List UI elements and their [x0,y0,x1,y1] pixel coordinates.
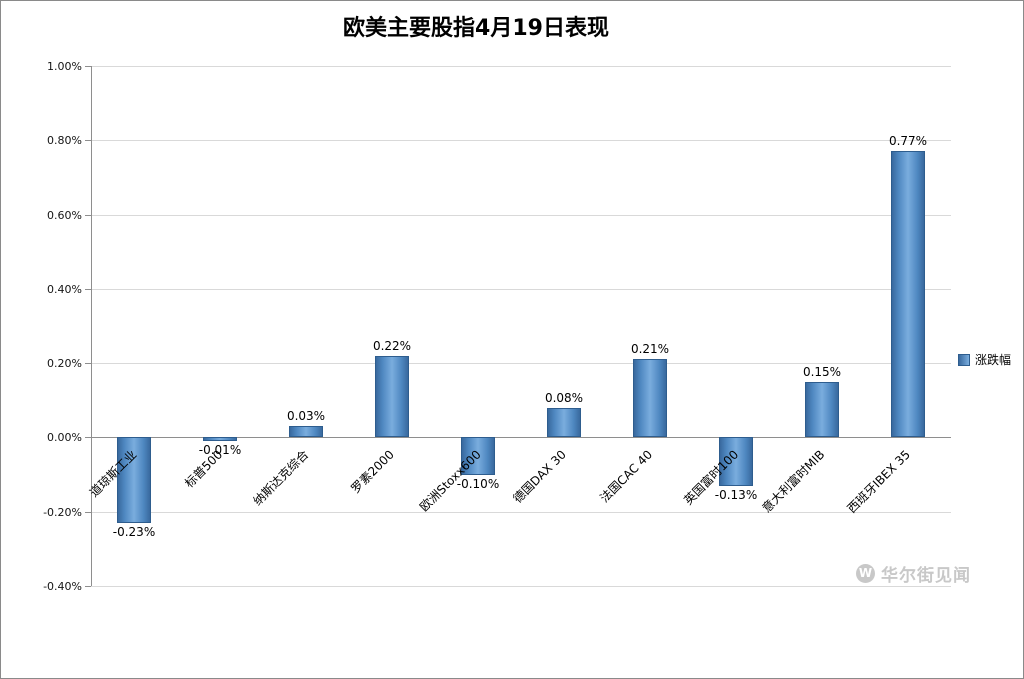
gridline [91,288,951,290]
bar-value-label: 0.21% [630,342,670,357]
y-axis-tick [85,66,91,67]
y-tick-label: 0.40% [47,282,82,296]
gridline [91,66,951,67]
category-label: 纳斯达克综合 [250,447,312,509]
y-axis-line [91,66,92,586]
gridline [91,511,951,513]
bar-value-label: 0.15% [802,364,842,379]
watermark-text: 华尔街见闻 [881,566,971,586]
bar-value-label: 0.77% [888,134,928,149]
bar-value-label: 0.22% [372,338,412,353]
y-tick-label: 0.80% [47,134,82,148]
bar-value-label: -0.13% [714,487,758,502]
chart-title: 欧美主要股指4月19日表现 [343,16,609,41]
y-axis-tick [85,363,91,365]
category-label: 德国DAX 30 [510,447,570,507]
y-tick-label: 0.20% [47,357,82,371]
y-tick-label: -0.40% [43,580,82,593]
bar [719,437,753,486]
watermark: W 华尔街见闻 [856,561,971,586]
gridline [91,140,951,142]
bar-value-label: -0.23% [112,524,156,539]
bar [805,381,839,438]
bar-value-label: -0.10% [456,476,500,491]
bar [375,355,409,438]
bar [289,426,323,438]
bar [891,151,925,438]
legend: 涨跌幅 [958,351,1011,368]
category-label: 意大利富时MIB [759,447,828,516]
y-axis-tick [85,214,91,216]
category-label: 法国CAC 40 [597,447,656,506]
y-tick-label: -0.20% [43,505,82,519]
gridline [91,214,951,216]
y-tick-label: 1.00% [47,60,82,73]
gridline [91,363,951,365]
y-tick-label: 0.00% [47,431,82,445]
bar-value-label: -0.01% [198,443,242,458]
gridline [91,437,951,439]
w-circle-icon: W [856,564,875,583]
bar [547,407,581,438]
y-axis-tick [85,586,91,587]
bar [203,437,237,442]
bar-value-label: 0.08% [544,390,584,405]
bar [461,437,495,475]
gridline [91,586,951,587]
y-tick-label: 0.60% [47,208,82,222]
y-axis-tick [85,437,91,439]
bar-value-label: 0.03% [286,409,326,424]
bar [633,359,667,438]
y-axis-tick [85,140,91,142]
legend-series-label: 涨跌幅 [975,353,1012,367]
category-label: 罗素2000 [348,447,398,497]
bar [117,437,151,523]
y-axis-tick [85,288,91,290]
y-axis-tick [85,511,91,513]
category-label: 西班牙IBEX 35 [844,447,914,517]
legend-swatch [958,353,970,366]
